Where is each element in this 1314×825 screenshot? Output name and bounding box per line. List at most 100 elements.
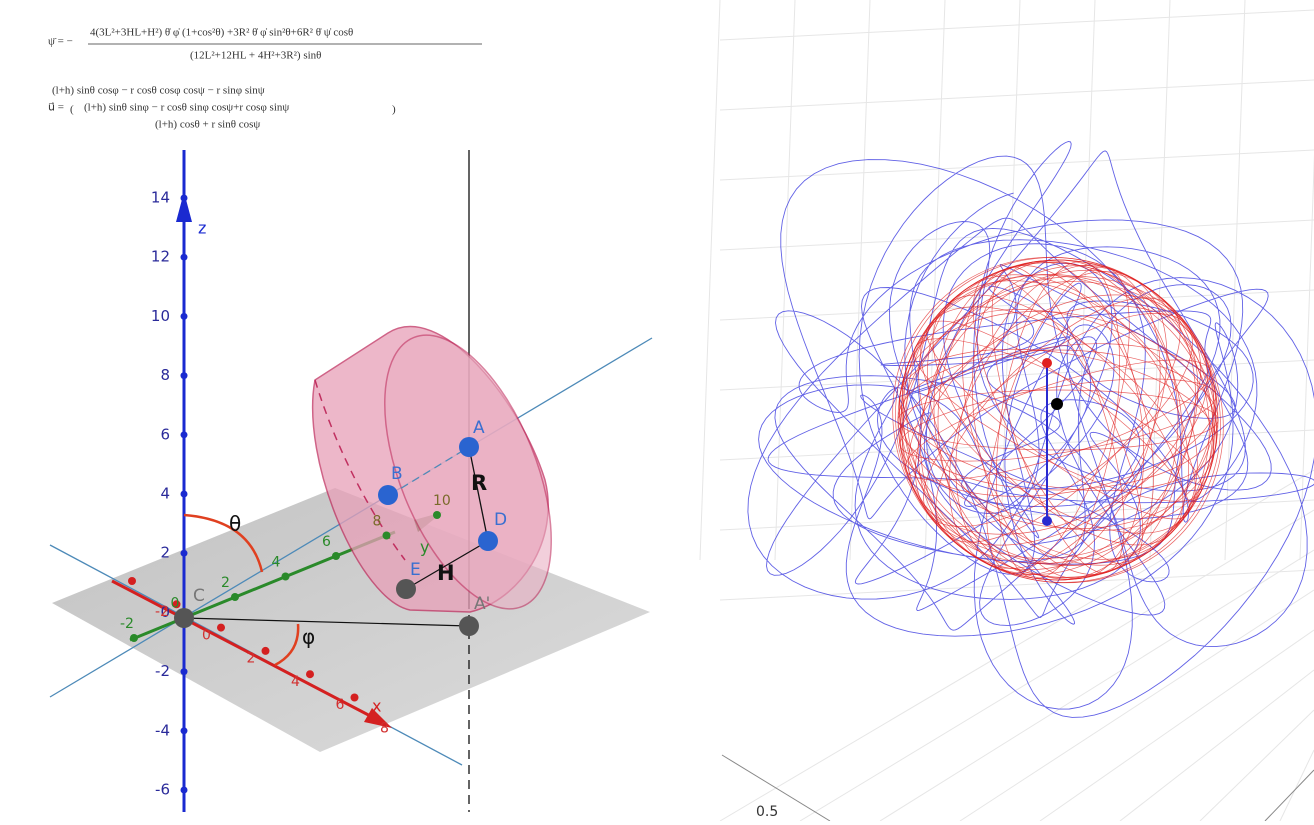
y-axis	[129, 530, 396, 642]
point-label: C	[193, 586, 205, 606]
u-row: (l+h) sinθ sinφ − r cosθ sinφ cosψ+r cos…	[84, 102, 289, 114]
grid-line	[699, 0, 721, 561]
psi-denominator: (12L²+12HL + 4H²+3R²) sinθ	[190, 50, 321, 62]
z-tick-label: 12	[151, 248, 170, 266]
z-tick	[180, 786, 188, 794]
point-c	[174, 608, 194, 628]
grid-line	[1199, 709, 1314, 822]
point-a-prime	[459, 616, 479, 636]
z-tick	[180, 490, 188, 498]
z-tick-label: 4	[160, 485, 170, 503]
x-arrow	[364, 708, 392, 728]
u-lhs: u⃗ =	[48, 102, 64, 114]
grid-line	[879, 549, 1314, 822]
y-tick-label: 2	[221, 575, 230, 591]
x-tick	[350, 693, 359, 702]
top-point	[1042, 358, 1052, 368]
point-e	[396, 579, 416, 599]
hidden-axis	[389, 446, 470, 496]
point-label: A'	[474, 594, 490, 614]
grid-line	[1119, 669, 1314, 822]
length-label: H	[437, 561, 455, 585]
angle-label: θ	[229, 512, 241, 536]
x-tick-label: 4	[291, 674, 300, 690]
segment-r	[468, 446, 489, 542]
z-tick	[180, 253, 188, 261]
axis-line	[721, 754, 831, 822]
point-d	[478, 531, 498, 551]
sphere-curve	[914, 294, 1202, 546]
grid-line	[719, 469, 1314, 822]
x-tick	[306, 670, 314, 679]
grid-line	[924, 0, 946, 561]
z-tick-label: 10	[151, 307, 170, 325]
center-point	[1051, 398, 1063, 410]
x-tick-label: 8	[380, 721, 389, 737]
z-tick-label: 8	[160, 366, 170, 384]
point-b	[378, 485, 398, 505]
x-tick-label: -2	[155, 604, 169, 620]
axis-label: y	[420, 538, 429, 557]
x-tick	[128, 577, 136, 585]
x-tick	[217, 623, 225, 632]
grid-line	[1039, 629, 1314, 822]
point-label: D	[494, 510, 507, 530]
axis-tick-label: 0.5	[756, 804, 778, 820]
x-axis	[111, 579, 379, 722]
z-tick-label: -4	[155, 721, 170, 739]
sphere-curve	[996, 261, 1120, 579]
x-tick	[172, 600, 181, 609]
z-tick-label: 14	[151, 189, 170, 207]
segment-h	[405, 540, 489, 590]
z-tick-label: 6	[160, 425, 170, 443]
x-tick	[261, 646, 270, 655]
x-tick-label: 0	[202, 627, 211, 643]
psi-numerator: 4(3L²+3HL+H²) θ̇ φ̇ (1+cos²θ) +3R² θ̇ φ̇…	[90, 27, 353, 39]
bottom-point	[1042, 516, 1052, 526]
z-tick	[180, 431, 188, 439]
point-label: B	[391, 464, 403, 484]
u-row: (l+h) cosθ + r sinθ cosψ	[155, 119, 260, 131]
z-tick-label: 2	[160, 544, 170, 562]
y-tick	[281, 572, 290, 581]
grid-line	[719, 499, 1314, 531]
y-tick	[433, 511, 441, 519]
angle-label: φ	[302, 625, 315, 649]
sphere-curve	[892, 256, 1224, 584]
u-row: (l+h) sinθ cosφ − r cosθ cosφ cosψ − r s…	[52, 85, 265, 97]
axis-label: x	[372, 697, 381, 716]
y-tick-label: 6	[322, 534, 331, 550]
point-label: A	[473, 418, 485, 438]
x-tick-label: 2	[247, 651, 256, 667]
grid-line	[719, 569, 1314, 601]
sphere-curve	[935, 297, 1181, 543]
psi-lhs: ψ̈ = −	[48, 36, 73, 48]
axis-line	[1264, 769, 1314, 822]
z-tick	[180, 668, 188, 676]
z-tick	[180, 194, 188, 202]
sphere-curve	[901, 276, 1215, 564]
trajectory	[747, 141, 1314, 718]
z-arrow	[176, 192, 192, 222]
grid-line	[959, 589, 1314, 822]
paren: )	[392, 104, 396, 116]
grid-line	[1299, 153, 1314, 561]
projection-line	[183, 617, 470, 627]
z-tick-label: -2	[155, 662, 170, 680]
y-tick	[332, 552, 340, 560]
z-tick-label: -6	[155, 781, 170, 799]
length-label: R	[471, 471, 487, 495]
y-tick	[382, 531, 391, 540]
z-tick	[180, 312, 188, 320]
paren: (	[70, 104, 74, 116]
theta-arc	[183, 513, 264, 573]
grid-line	[719, 219, 1314, 251]
z-tick	[180, 372, 188, 380]
sphere-curve	[899, 343, 1217, 497]
sphere-curve	[955, 264, 1161, 576]
point-label: E	[410, 560, 421, 580]
y-tick-label: -2	[120, 616, 134, 632]
axis-label: z	[198, 219, 206, 238]
z-tick-label: 0	[160, 603, 170, 621]
